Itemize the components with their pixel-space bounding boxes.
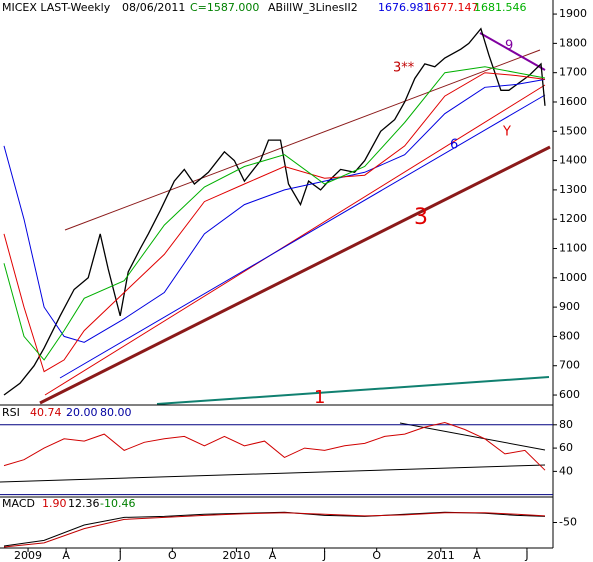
x-tick-label: A [269, 549, 277, 562]
annotation: 1 [314, 387, 325, 408]
y-tick-label: 1900 [559, 7, 587, 20]
rsi-name: RSI [2, 406, 20, 419]
y-tick-label: 1200 [559, 212, 587, 225]
x-tick-label: J [524, 549, 528, 562]
panel-frames [0, 0, 554, 549]
annotation: 6 [450, 138, 458, 153]
indicator-value: 1681.546 [474, 1, 527, 14]
y-tick-label: 1500 [559, 124, 587, 137]
rsi-support [0, 464, 546, 483]
x-tick-label: J [322, 549, 326, 562]
x-tick-label: J [118, 549, 122, 562]
line-series [3, 27, 546, 396]
x-tick-label: 2010 [222, 549, 250, 562]
y-tick-label: 40 [559, 464, 573, 477]
x-tick-label: A [62, 549, 70, 562]
macd-reading: 1.90 [42, 497, 67, 510]
y-tick-label: 700 [559, 359, 580, 372]
channel-top [64, 49, 541, 231]
x-tick-label: O [168, 549, 177, 562]
line-series [3, 512, 546, 548]
y-tick-label: 1400 [559, 154, 587, 167]
line-series [3, 421, 546, 471]
x-tick-label: 2011 [427, 549, 455, 562]
y-tick-label: 800 [559, 329, 580, 342]
indicator-value: 1677.147 [426, 1, 479, 14]
x-tick-label: O [372, 549, 381, 562]
x-tick-label: A [473, 549, 481, 562]
y-tick-label: -50 [559, 516, 577, 529]
y-tick-label: 600 [559, 388, 580, 401]
trend-6 [59, 94, 546, 379]
rsi-reading: 40.74 [30, 406, 62, 419]
annotation: 3** [393, 61, 415, 76]
y-tick-label: 1100 [559, 242, 587, 255]
line-series [3, 66, 546, 361]
title: MICEX LAST-Weekly [2, 1, 111, 14]
close: C=1587.000 [190, 1, 259, 14]
y-tick-label: 1300 [559, 183, 587, 196]
trendlines [0, 32, 551, 483]
annotation: 3 [414, 205, 428, 230]
macd-reading: 12.36 [68, 497, 100, 510]
y-tick-label: 1700 [559, 66, 587, 79]
line-series [3, 78, 546, 343]
macd-name: MACD [2, 497, 35, 510]
y-tick-label: 1600 [559, 95, 587, 108]
y-tick-label: 900 [559, 300, 580, 313]
trend-3 [39, 145, 551, 405]
trend-1 [156, 376, 550, 405]
line-series [3, 72, 546, 373]
annotation: 9 [505, 39, 513, 54]
trend-9 [479, 32, 546, 71]
y-tick-label: 1800 [559, 36, 587, 49]
y-tick-label: 1000 [559, 271, 587, 284]
date: 08/06/2011 [122, 1, 185, 14]
channel-mid [44, 84, 546, 396]
rsi-level: 20.00 [66, 406, 98, 419]
rsi-level: 80.00 [100, 406, 132, 419]
indicator: ABillW_3LinesII2 [268, 1, 358, 14]
y-tick-label: 60 [559, 441, 573, 454]
x-tick-label: 2009 [14, 549, 42, 562]
annotation: Y [502, 125, 511, 140]
macd-reading: -10.46 [100, 497, 135, 510]
indicator-value: 1676.981 [378, 1, 431, 14]
y-tick-label: 80 [559, 418, 573, 431]
